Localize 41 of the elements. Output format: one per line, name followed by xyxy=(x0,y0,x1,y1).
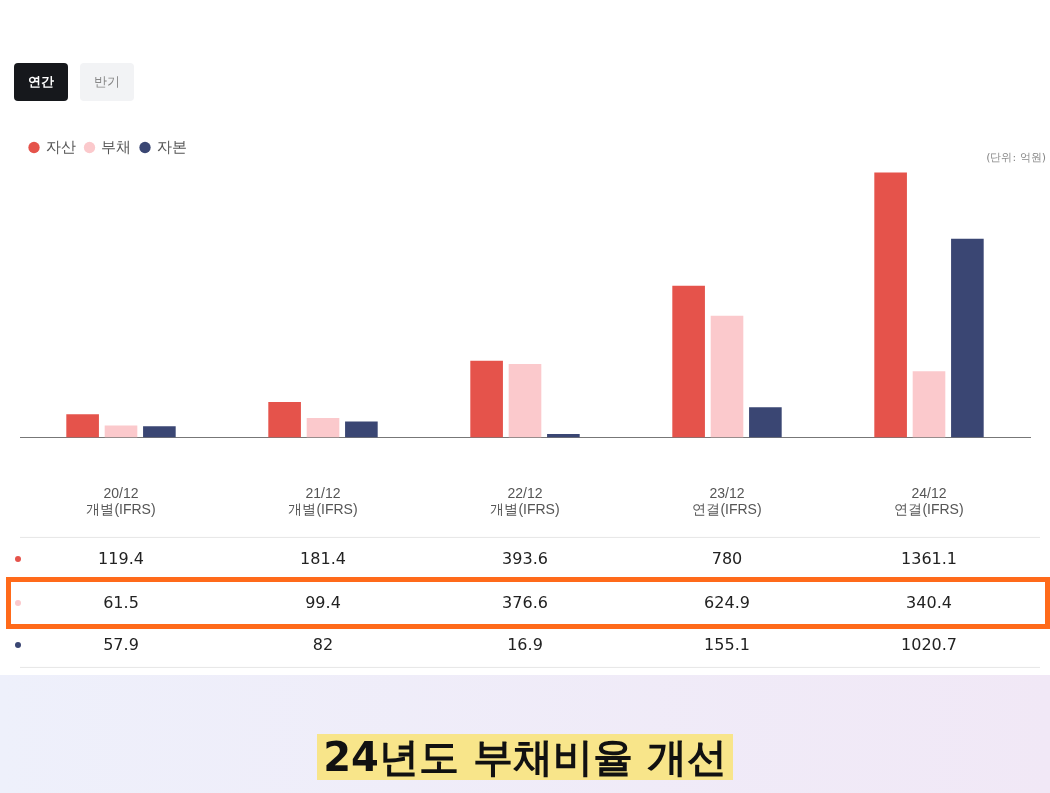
bar xyxy=(470,360,503,438)
bar xyxy=(912,371,946,438)
bar xyxy=(710,315,744,438)
data-label: 16.9 xyxy=(507,634,543,654)
x-tick-label: 20/12 개별(IFRS) xyxy=(86,484,156,518)
data-label: 181.4 xyxy=(300,548,346,568)
data-label: 624.9 xyxy=(704,592,750,612)
legend-label: 자산 xyxy=(45,137,76,155)
bar xyxy=(104,425,138,438)
text: 24년도 부채비율 개선 xyxy=(317,734,733,780)
bar xyxy=(874,172,907,438)
x-tick-label: 23/12 연결(IFRS) xyxy=(692,484,762,518)
data-label: 82 xyxy=(312,634,334,654)
data-label: 1020.7 xyxy=(901,634,957,654)
bar xyxy=(672,285,705,438)
data-label: 119.4 xyxy=(98,548,144,568)
text: (단위: 억원) xyxy=(986,150,1046,165)
data-label: 1361.1 xyxy=(901,548,957,568)
x-tick-label: 22/12 개별(IFRS) xyxy=(490,484,560,518)
data-label: 393.6 xyxy=(502,548,548,568)
data-label: 780 xyxy=(711,548,743,568)
data-label: 61.5 xyxy=(103,592,139,612)
x-tick-label: 24/12 연결(IFRS) xyxy=(894,484,964,518)
data-label: 57.9 xyxy=(103,634,139,654)
bar xyxy=(66,414,99,438)
legend-label: 자본 xyxy=(156,137,187,155)
bar xyxy=(508,364,542,438)
bar xyxy=(268,402,301,438)
annual-tab[interactable]: 연간 xyxy=(14,63,68,101)
bar xyxy=(547,434,580,438)
bar xyxy=(345,421,378,438)
legend-label: 부채 xyxy=(101,137,131,155)
bar xyxy=(749,407,782,438)
data-label: 340.4 xyxy=(906,592,952,612)
bar xyxy=(951,238,984,438)
bar xyxy=(306,418,340,438)
data-label: 155.1 xyxy=(704,634,750,654)
data-label: 376.6 xyxy=(502,592,548,612)
data-label: 99.4 xyxy=(305,592,341,612)
bar xyxy=(143,426,176,438)
x-tick-label: 21/12 개별(IFRS) xyxy=(288,484,358,518)
